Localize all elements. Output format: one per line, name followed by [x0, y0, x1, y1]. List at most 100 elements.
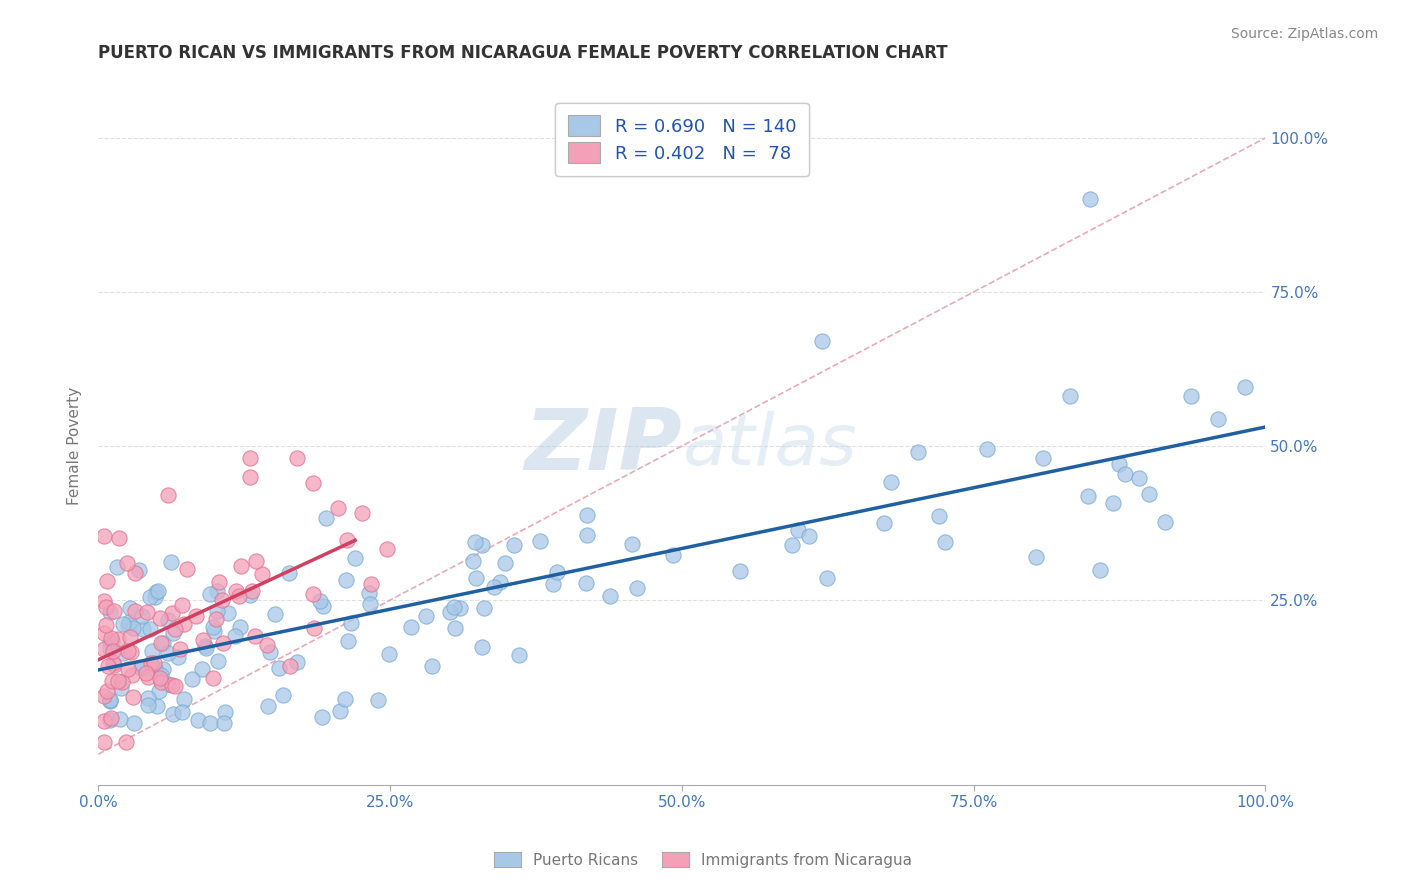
Point	[100, 631, 122, 645]
Point	[1137, 486, 1160, 500]
Point	[256, 638, 278, 652]
Point	[117, 661, 139, 675]
Point	[340, 616, 363, 631]
Point	[1032, 450, 1054, 465]
Point	[115, 735, 138, 749]
Point	[115, 556, 138, 570]
Point	[482, 581, 505, 595]
Point	[120, 645, 142, 659]
Point	[328, 500, 350, 515]
Point	[98, 714, 121, 728]
Point	[229, 559, 252, 574]
Point	[439, 606, 461, 620]
Point	[229, 619, 252, 633]
Point	[129, 661, 152, 675]
Point	[728, 565, 751, 579]
Point	[124, 566, 146, 580]
Point	[367, 693, 389, 707]
Point	[336, 533, 359, 547]
Point	[149, 611, 172, 625]
Point	[93, 714, 115, 728]
Point	[278, 566, 301, 580]
Point	[111, 646, 134, 660]
Point	[443, 621, 465, 635]
Point	[149, 671, 172, 685]
Point	[1059, 389, 1081, 403]
Point	[98, 605, 121, 619]
Point	[141, 643, 163, 657]
Point	[271, 688, 294, 702]
Point	[1080, 193, 1102, 207]
Point	[93, 689, 115, 703]
Point	[176, 562, 198, 576]
Point	[799, 528, 821, 542]
Point	[128, 563, 150, 577]
Point	[228, 589, 250, 603]
Point	[205, 584, 228, 599]
Text: Source: ZipAtlas.com: Source: ZipAtlas.com	[1230, 27, 1378, 41]
Point	[811, 334, 834, 349]
Point	[335, 573, 357, 587]
Point	[150, 636, 173, 650]
Point	[143, 656, 166, 670]
Point	[200, 716, 222, 731]
Point	[173, 616, 195, 631]
Point	[117, 644, 139, 658]
Point	[239, 470, 262, 484]
Point	[190, 662, 212, 676]
Point	[786, 524, 808, 538]
Point	[103, 604, 125, 618]
Point	[160, 607, 183, 621]
Point	[193, 639, 215, 653]
Point	[145, 584, 167, 599]
Point	[162, 706, 184, 721]
Point	[131, 660, 153, 674]
Point	[162, 626, 184, 640]
Point	[143, 662, 166, 676]
Point	[250, 567, 273, 582]
Point	[93, 528, 115, 542]
Point	[315, 511, 337, 525]
Point	[211, 636, 233, 650]
Point	[96, 600, 118, 615]
Point	[217, 607, 239, 621]
Point	[181, 672, 204, 686]
Point	[201, 620, 224, 634]
Point	[1180, 389, 1202, 403]
Point	[360, 576, 382, 591]
Point	[269, 661, 291, 675]
Point	[472, 601, 495, 615]
Point	[166, 649, 188, 664]
Point	[529, 534, 551, 549]
Point	[211, 593, 233, 607]
Point	[143, 591, 166, 605]
Point	[110, 681, 132, 695]
Point	[464, 535, 486, 549]
Point	[1101, 496, 1123, 510]
Point	[103, 657, 125, 671]
Point	[1153, 516, 1175, 530]
Point	[93, 735, 115, 749]
Point	[880, 475, 903, 489]
Point	[139, 591, 162, 605]
Point	[103, 657, 125, 672]
Point	[122, 690, 145, 704]
Point	[422, 659, 444, 673]
Point	[156, 646, 179, 660]
Point	[620, 536, 643, 550]
Point	[1076, 489, 1098, 503]
Point	[98, 642, 121, 657]
Point	[117, 615, 139, 629]
Point	[201, 671, 224, 685]
Point	[96, 574, 118, 588]
Point	[170, 598, 193, 612]
Point	[108, 712, 131, 726]
Point	[98, 692, 121, 706]
Point	[344, 551, 367, 566]
Point	[494, 556, 516, 570]
Point	[131, 609, 153, 624]
Point	[139, 656, 162, 670]
Point	[471, 537, 494, 551]
Point	[302, 475, 325, 490]
Point	[377, 541, 399, 556]
